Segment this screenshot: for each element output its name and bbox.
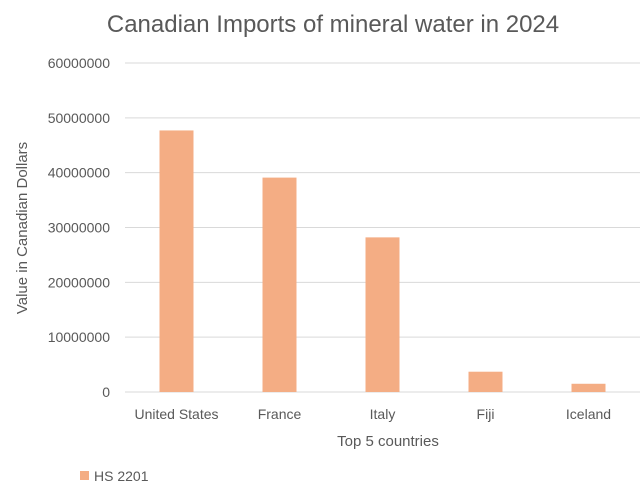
- bars: [159, 130, 606, 392]
- y-tick-label: 10000000: [48, 329, 111, 345]
- y-tick-label: 50000000: [48, 110, 111, 126]
- x-axis-label: Top 5 countries: [337, 433, 439, 450]
- y-tick-label: 30000000: [48, 220, 111, 236]
- x-tick-label: Italy: [370, 406, 396, 422]
- y-tick-label: 20000000: [48, 274, 111, 290]
- bar: [468, 371, 503, 392]
- y-axis-label: Value in Canadian Dollars: [14, 142, 31, 314]
- y-tick-label: 60000000: [48, 55, 111, 71]
- x-tick-label: United States: [134, 406, 218, 422]
- legend-swatch: [80, 471, 89, 480]
- x-tick-label: France: [258, 406, 302, 422]
- bar: [159, 130, 194, 392]
- legend: HS 2201: [80, 468, 149, 484]
- bar: [571, 383, 606, 392]
- chart-title: Canadian Imports of mineral water in 202…: [107, 11, 559, 38]
- x-axis-ticks: United States France Italy Fiji Iceland: [134, 406, 611, 422]
- bar: [262, 177, 297, 392]
- legend-label: HS 2201: [94, 468, 149, 484]
- x-tick-label: Fiji: [477, 406, 495, 422]
- y-tick-label: 40000000: [48, 165, 111, 181]
- bar: [365, 237, 400, 392]
- y-axis-ticks: 0 10000000 20000000 30000000 40000000 5000000…: [48, 55, 111, 400]
- x-tick-label: Iceland: [566, 406, 611, 422]
- y-tick-label: 0: [102, 384, 110, 400]
